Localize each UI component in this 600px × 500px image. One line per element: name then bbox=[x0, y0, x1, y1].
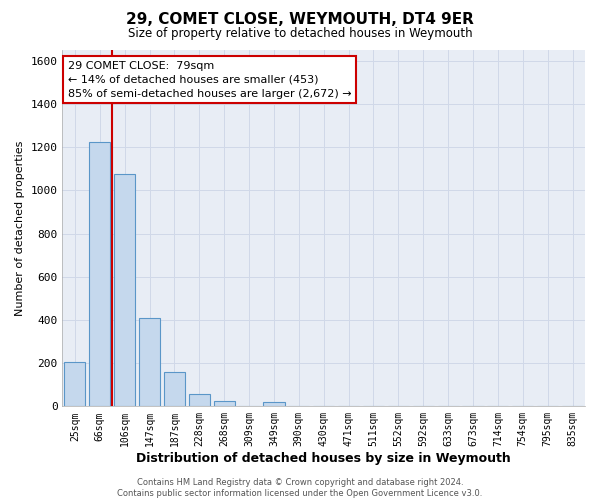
Bar bbox=[263, 402, 284, 406]
Bar bbox=[64, 362, 85, 406]
Text: Size of property relative to detached houses in Weymouth: Size of property relative to detached ho… bbox=[128, 28, 472, 40]
X-axis label: Distribution of detached houses by size in Weymouth: Distribution of detached houses by size … bbox=[136, 452, 511, 465]
Bar bbox=[189, 394, 210, 406]
Bar bbox=[114, 174, 135, 406]
Bar bbox=[89, 142, 110, 406]
Text: Contains HM Land Registry data © Crown copyright and database right 2024.
Contai: Contains HM Land Registry data © Crown c… bbox=[118, 478, 482, 498]
Bar bbox=[139, 318, 160, 406]
Bar bbox=[214, 401, 235, 406]
Text: 29 COMET CLOSE:  79sqm
← 14% of detached houses are smaller (453)
85% of semi-de: 29 COMET CLOSE: 79sqm ← 14% of detached … bbox=[68, 60, 351, 98]
Y-axis label: Number of detached properties: Number of detached properties bbox=[15, 140, 25, 316]
Bar bbox=[164, 372, 185, 406]
Text: 29, COMET CLOSE, WEYMOUTH, DT4 9ER: 29, COMET CLOSE, WEYMOUTH, DT4 9ER bbox=[126, 12, 474, 28]
